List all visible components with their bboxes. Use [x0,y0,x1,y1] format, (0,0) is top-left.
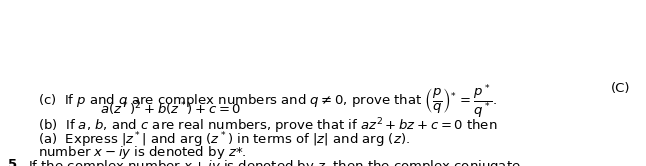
Text: (C): (C) [610,82,630,95]
Text: $a(z^*)^2 + b(z^*) + c = 0$: $a(z^*)^2 + b(z^*) + c = 0$ [100,100,242,118]
Text: (b)  If $a$, $b$, and $c$ are real numbers, prove that if $az^2 + bz + c = 0$ th: (b) If $a$, $b$, and $c$ are real number… [38,116,497,136]
Text: number $x - iy$ is denoted by $z$*.: number $x - iy$ is denoted by $z$*. [38,144,246,161]
Text: 5: 5 [8,158,17,166]
Text: (c)  If $p$ and $q$ are complex numbers and $q \neq 0$, prove that $\left(\dfrac: (c) If $p$ and $q$ are complex numbers a… [38,82,497,120]
Text: If the complex number $x + iy$ is denoted by $z$, then the complex conjugate: If the complex number $x + iy$ is denote… [28,158,521,166]
Text: (a)  Express $|z^*|$ and arg $(z^*)$ in terms of $|z|$ and arg $(z)$.: (a) Express $|z^*|$ and arg $(z^*)$ in t… [38,130,410,150]
